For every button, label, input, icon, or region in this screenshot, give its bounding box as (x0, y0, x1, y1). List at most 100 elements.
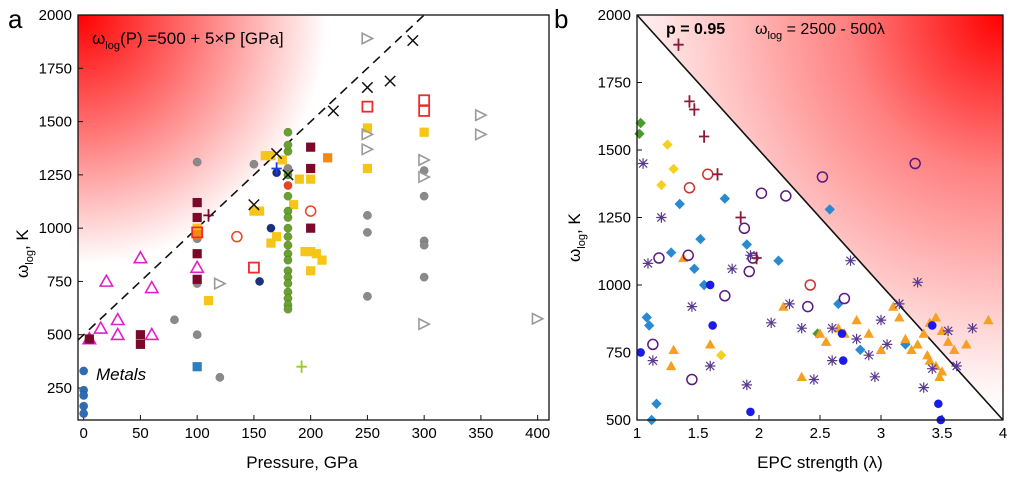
data-point-purple-asterisks (827, 323, 838, 334)
data-point-grey-triangles-right (361, 31, 375, 45)
data-point-grey-circles (249, 159, 259, 169)
data-point-orange-triangles (863, 328, 874, 338)
y-tick-label: 750 (606, 345, 631, 362)
panel-a-x-axis-label: Pressure, GPa (246, 453, 358, 472)
x-tick-label: 150 (241, 425, 266, 442)
x-tick-label: 200 (298, 425, 323, 442)
data-point-purple-open-circles (909, 157, 921, 170)
data-point-purple-asterisks (894, 298, 905, 310)
data-point-crosses (270, 147, 283, 160)
panel-b-boundary-line (636, 14, 1004, 421)
y-tick-label: 1750 (39, 60, 72, 77)
data-point-blue-filled-circles (746, 407, 755, 417)
x-tick-label: 3 (877, 425, 885, 442)
data-point-grey-triangles-right (418, 170, 432, 184)
data-point-yellow-squares (203, 296, 214, 306)
data-point-orange-triangles (983, 314, 994, 325)
data-point-orange-triangles (906, 344, 917, 354)
data-point-purple-asterisks (686, 301, 698, 312)
data-point-blue-diamonds (644, 320, 655, 331)
data-point-orange-triangles (900, 333, 911, 344)
y-tick-label: 1750 (598, 75, 631, 92)
x-tick-label: 400 (525, 425, 550, 442)
data-point-green-diamonds (635, 117, 646, 129)
data-point-purple-asterisks (796, 323, 807, 334)
data-point-purple-asterisks (851, 333, 862, 345)
data-point-darkred-squares (306, 142, 316, 152)
panel-b-frame (636, 14, 1004, 421)
data-point-grey-circles (170, 315, 179, 325)
data-point-navy-circles (255, 276, 265, 286)
data-point-orange-triangles (778, 301, 789, 311)
data-point-purple-open-circles (755, 187, 768, 199)
data-point-orange-triangles (924, 355, 935, 365)
y-tick-label: 500 (47, 327, 72, 344)
data-point-grey-triangles-right (474, 127, 488, 141)
panel-b-data-points (634, 38, 994, 426)
data-point-orange-triangles (875, 344, 887, 354)
data-point-metals (79, 409, 89, 419)
data-point-orange-triangles (918, 328, 929, 338)
data-point-purple-open-circles (647, 338, 659, 351)
data-point-orange-triangles (934, 371, 945, 381)
data-point-grey-circles (192, 330, 202, 340)
data-point-plus-blue (271, 162, 282, 175)
data-point-yellow-squares (306, 174, 316, 184)
y-tick-label: 500 (606, 412, 631, 429)
data-point-grey-triangles-right (418, 153, 432, 167)
data-point-blue-diamonds (698, 279, 710, 291)
data-point-blue-filled-circles (705, 280, 715, 290)
data-point-blue-filled-circles (838, 356, 848, 366)
data-point-purple-asterisks (863, 350, 874, 361)
data-point-grey-triangles-right (531, 312, 545, 326)
data-point-purple-asterisks (845, 255, 856, 266)
data-point-crosses (384, 75, 396, 87)
y-tick-label: 2000 (39, 7, 72, 24)
data-point-purple-asterisks (881, 339, 893, 350)
panel-b-label: b (554, 4, 568, 34)
data-point-purple-asterisks (726, 263, 738, 274)
data-point-grey-circles (419, 240, 429, 250)
data-point-purple-asterisks (827, 355, 838, 366)
data-point-crosses (407, 34, 419, 47)
data-point-magenta-triangles (189, 259, 205, 274)
data-point-blue-diamonds (855, 344, 866, 355)
data-point-purple-open-circles (719, 290, 731, 302)
data-point-yellow-squares (294, 174, 304, 184)
panel-b-formula: ωlog = 2500 - 500λ (755, 21, 885, 42)
data-point-purple-asterisks (637, 158, 649, 169)
data-point-purple-open-circles (738, 222, 751, 235)
data-point-magenta-triangles (144, 326, 160, 341)
data-point-darkred-squares (192, 197, 202, 208)
data-point-red-open-squares (248, 261, 260, 274)
panel-a-frame (77, 14, 550, 421)
data-point-blue-diamonds (651, 398, 662, 409)
data-point-yellow-squares (249, 206, 259, 216)
data-point-blue-diamonds (833, 298, 844, 310)
data-point-yellow-squares (277, 155, 287, 165)
data-point-grey-circles (192, 157, 202, 167)
data-point-purple-open-circles (802, 300, 814, 313)
data-point-navy-circles (266, 223, 276, 233)
data-point-purple-asterisks (808, 374, 820, 385)
data-point-grey-circles (362, 291, 372, 301)
data-point-darkred-plus (712, 168, 723, 181)
x-tick-label: 0 (80, 425, 88, 442)
data-point-orange-triangles (796, 371, 807, 381)
data-point-orange-triangles (894, 312, 905, 322)
data-point-blue-diamonds (665, 247, 677, 258)
x-tick-label: 50 (132, 425, 149, 442)
data-point-magenta-triangles (93, 320, 109, 334)
data-point-yellow-squares (300, 247, 310, 257)
data-point-blue-filled-circles (837, 329, 847, 339)
data-point-grey-circles (419, 191, 429, 201)
y-tick-label: 250 (47, 380, 72, 397)
y-tick-label: 1500 (598, 142, 631, 159)
panel-a-metals-annotation: Metals (96, 365, 147, 384)
data-point-magenta-triangles (98, 273, 114, 287)
data-point-blue-diamonds (689, 263, 700, 274)
data-point-plus-darkred (203, 209, 214, 222)
data-point-red-open-circles (683, 182, 696, 194)
x-tick-label: 250 (355, 425, 380, 442)
